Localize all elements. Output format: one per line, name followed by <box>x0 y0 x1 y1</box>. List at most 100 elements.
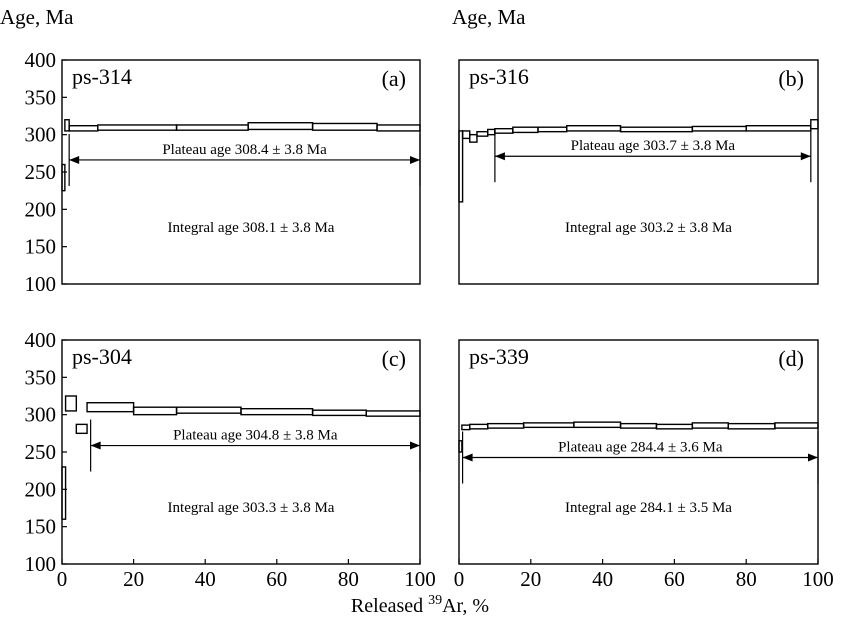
age-step <box>75 423 88 435</box>
plateau-range-arrow <box>90 419 421 472</box>
panel-a: 100 150 200 250 300 350 400 Plateau age 308.4 ±… <box>25 48 421 296</box>
age-step <box>68 125 99 132</box>
plateau-age-label: Plateau age 284.4 ± 3.6 Ma <box>558 439 723 455</box>
age-step <box>458 130 464 203</box>
x-axis-label-superscript: 39 <box>428 593 442 608</box>
x-tick-label: 0 <box>57 567 68 591</box>
y-tick-label: 150 <box>25 235 57 259</box>
age-step <box>619 126 694 133</box>
y-tick-label: 400 <box>25 328 57 352</box>
plateau-age-label: Plateau age 303.7 ± 3.8 Ma <box>571 138 736 154</box>
sample-id: ps-304 <box>72 344 132 369</box>
age-step <box>240 407 314 416</box>
panel-letter: (c) <box>382 346 406 371</box>
x-tick-label: 80 <box>338 567 359 591</box>
x-tick-label: 0 <box>454 567 465 591</box>
age-step <box>461 424 471 431</box>
age-step <box>311 122 378 131</box>
y-tick-label: 100 <box>25 552 57 576</box>
age-step <box>512 126 539 134</box>
x-tick-label: 40 <box>195 567 216 591</box>
x-tick-label: 40 <box>592 567 613 591</box>
y-tick-label: 300 <box>25 403 57 427</box>
age-step <box>810 119 819 130</box>
x-axis-label: Released 39Ar, % <box>351 593 489 616</box>
y-axis-label-left: Age, Ma <box>0 5 74 29</box>
plateau-range-arrow <box>494 130 812 183</box>
sample-id: ps-314 <box>72 64 132 89</box>
age-step <box>469 133 478 143</box>
age-step <box>494 127 514 134</box>
sample-id: ps-316 <box>469 64 529 89</box>
y-tick-label: 100 <box>25 272 57 296</box>
age-step <box>64 395 78 412</box>
integral-age-label: Integral age 303.2 ± 3.8 Ma <box>565 220 732 236</box>
plot-frame <box>61 339 421 565</box>
y-tick-label: 300 <box>25 123 57 147</box>
age-step <box>376 124 421 132</box>
age-step <box>175 124 249 131</box>
plateau-age-label: Plateau age 304.8 ± 3.8 Ma <box>173 428 338 444</box>
age-step <box>573 421 622 429</box>
sample-id: ps-339 <box>469 344 529 369</box>
y-tick-label: 400 <box>25 48 57 72</box>
panel-c: 100 150 200 250 300 350 400 0 20 40 60 80 100 Plateau… <box>25 328 436 591</box>
integral-age-label: Integral age 284.1 ± 3.5 Ma <box>565 500 732 516</box>
age-step <box>537 126 568 133</box>
x-tick-label: 20 <box>520 567 541 591</box>
y-axis-label-right: Age, Ma <box>452 5 526 29</box>
panel-d: 0 20 40 60 80 100 Plateau age 284.4 ± 3.6 Ma In… <box>454 339 834 591</box>
plateau-range-arrow <box>68 133 421 186</box>
y-tick-label: 250 <box>25 440 57 464</box>
age-step <box>727 422 776 430</box>
age-step <box>487 128 496 136</box>
age-step <box>566 125 622 132</box>
x-tick-label: 60 <box>266 567 287 591</box>
x-axis-label-text: Released <box>351 595 428 616</box>
x-tick-label: 80 <box>736 567 757 591</box>
age-step <box>175 406 242 414</box>
age-step <box>745 125 812 132</box>
age-step <box>619 422 658 429</box>
age-step <box>61 466 67 520</box>
plot-frame <box>61 59 421 285</box>
age-step <box>522 422 575 429</box>
panel-b: Plateau age 303.7 ± 3.8 Ma Integral age 3… <box>458 59 819 285</box>
x-axis-label-unit: Ar, % <box>442 595 489 616</box>
plateau-range-arrow <box>461 431 819 484</box>
age-step <box>365 410 421 417</box>
plot-frame <box>458 59 819 285</box>
panel-letter: (d) <box>778 346 804 371</box>
age-step <box>458 440 463 453</box>
y-tick-label: 200 <box>25 477 57 501</box>
age-step <box>691 125 747 132</box>
x-tick-label: 60 <box>664 567 685 591</box>
y-tick-label: 350 <box>25 365 57 389</box>
age-step <box>247 122 314 131</box>
age-step <box>61 163 66 192</box>
age-step <box>487 422 525 429</box>
x-tick-label: 100 <box>802 567 834 591</box>
age-step <box>132 406 178 416</box>
age-step <box>311 409 368 417</box>
x-tick-label: 100 <box>404 567 436 591</box>
age-step <box>774 422 819 429</box>
panel-letter: (b) <box>778 66 804 91</box>
y-tick-label: 350 <box>25 85 57 109</box>
plateau-age-label: Plateau age 308.4 ± 3.8 Ma <box>162 142 327 158</box>
y-tick-label: 150 <box>25 515 57 539</box>
y-tick-label: 250 <box>25 160 57 184</box>
y-tick-label: 200 <box>25 197 57 221</box>
age-step <box>691 422 729 429</box>
age-step <box>461 130 471 140</box>
age-step <box>469 423 489 430</box>
age-step <box>476 130 489 137</box>
integral-age-label: Integral age 308.1 ± 3.8 Ma <box>168 220 335 236</box>
age-step <box>86 402 135 413</box>
age-step <box>97 124 178 131</box>
integral-age-label: Integral age 303.3 ± 3.8 Ma <box>168 500 335 516</box>
age-step <box>655 423 694 430</box>
panel-letter: (a) <box>382 66 406 91</box>
